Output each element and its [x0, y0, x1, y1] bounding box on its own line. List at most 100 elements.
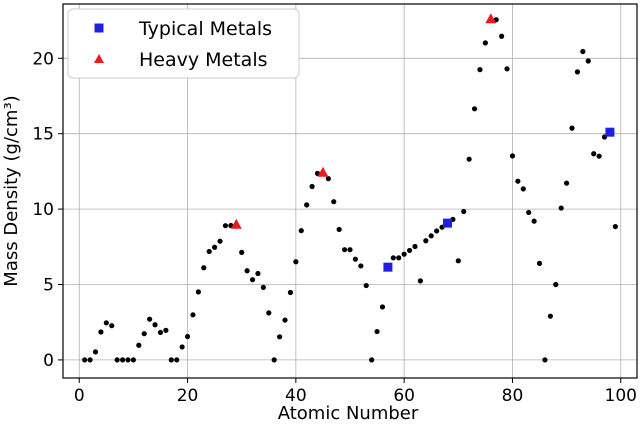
element-point: [466, 156, 472, 162]
element-point: [412, 243, 418, 250]
element-point: [331, 199, 337, 205]
typical-metal-point: [442, 218, 452, 228]
x-tick-label: 60: [393, 386, 415, 406]
element-point: [87, 357, 93, 363]
element-point: [423, 238, 429, 244]
element-point: [428, 233, 434, 239]
element-point: [82, 357, 88, 363]
heavy-metal-point: [485, 13, 497, 24]
element-point: [434, 228, 440, 234]
element-point: [157, 329, 164, 336]
element-point: [477, 67, 483, 73]
element-point: [455, 258, 461, 264]
element-point: [363, 282, 369, 289]
element-point: [147, 316, 153, 322]
typical-metal-point: [383, 262, 393, 272]
element-point: [515, 178, 521, 184]
element-point: [596, 153, 602, 159]
legend-box: [67, 8, 300, 79]
y-tick-label: 5: [43, 276, 54, 296]
x-tick-label: 40: [285, 386, 307, 406]
element-point: [217, 238, 223, 244]
x-tick-label: 80: [502, 386, 524, 406]
element-point: [152, 322, 158, 328]
element-point: [591, 151, 597, 157]
legend-triangle-marker: [94, 54, 104, 63]
element-point: [244, 268, 250, 274]
typical-metal-point: [605, 127, 615, 137]
y-tick-label: 0: [43, 351, 54, 371]
heavy-metal-point: [317, 166, 329, 177]
element-point: [260, 284, 266, 290]
element-point: [114, 357, 120, 363]
element-point: [282, 317, 288, 323]
element-point: [222, 223, 229, 229]
element-point: [119, 357, 126, 363]
element-point: [509, 153, 516, 159]
element-point: [526, 209, 532, 216]
element-point: [504, 66, 510, 72]
element-point: [190, 312, 196, 318]
element-point: [336, 226, 342, 233]
element-point: [612, 223, 618, 230]
legend: Typical Metals Heavy Metals: [67, 8, 300, 79]
element-point: [401, 251, 407, 257]
element-point: [564, 180, 570, 186]
element-point: [179, 344, 185, 350]
heavy-metal-point: [230, 218, 242, 229]
element-point: [212, 244, 218, 250]
element-point: [136, 342, 142, 348]
legend-label-typical-metals: Typical Metals: [138, 18, 272, 40]
y-axis-title: Mass Density (g/cm³): [1, 95, 22, 286]
element-point: [396, 255, 402, 261]
element-point: [531, 218, 537, 224]
element-point: [174, 357, 180, 363]
element-point: [461, 208, 467, 215]
element-point: [287, 289, 294, 296]
y-tick-label: 15: [32, 125, 54, 145]
element-point: [536, 260, 543, 266]
plot-frame: [62, 3, 638, 379]
element-point: [325, 176, 331, 182]
element-point: [298, 228, 304, 234]
element-point: [271, 357, 277, 363]
element-point: [369, 357, 375, 363]
element-point: [163, 327, 169, 333]
element-point: [553, 281, 559, 288]
element-point: [201, 265, 207, 271]
element-point: [585, 58, 591, 64]
element-point: [168, 357, 174, 363]
element-point: [239, 249, 245, 255]
element-point: [109, 323, 115, 329]
data-points: [82, 13, 618, 363]
element-point: [374, 328, 380, 335]
element-point: [358, 263, 364, 269]
element-point: [390, 255, 396, 261]
element-point: [206, 248, 212, 255]
element-point: [352, 256, 359, 262]
element-point: [569, 125, 575, 131]
legend-label-heavy-metals: Heavy Metals: [139, 49, 268, 71]
x-tick-label: 20: [177, 386, 199, 406]
element-point: [580, 48, 586, 55]
element-point: [520, 186, 526, 192]
legend-square-marker: [94, 23, 104, 33]
element-point: [92, 349, 99, 355]
element-point: [304, 202, 310, 208]
element-point: [482, 40, 488, 46]
element-point: [249, 277, 256, 283]
x-tick-label: 0: [74, 386, 85, 406]
x-axis-title: Atomic Number: [278, 403, 419, 424]
element-point: [347, 247, 353, 253]
element-point: [542, 357, 548, 363]
element-point: [141, 331, 147, 337]
element-point: [417, 278, 423, 284]
element-point: [130, 357, 136, 363]
element-point: [255, 270, 261, 277]
element-point: [184, 333, 191, 340]
element-point: [471, 106, 478, 112]
element-point: [277, 334, 283, 340]
element-point: [379, 304, 386, 310]
element-point: [309, 183, 315, 190]
